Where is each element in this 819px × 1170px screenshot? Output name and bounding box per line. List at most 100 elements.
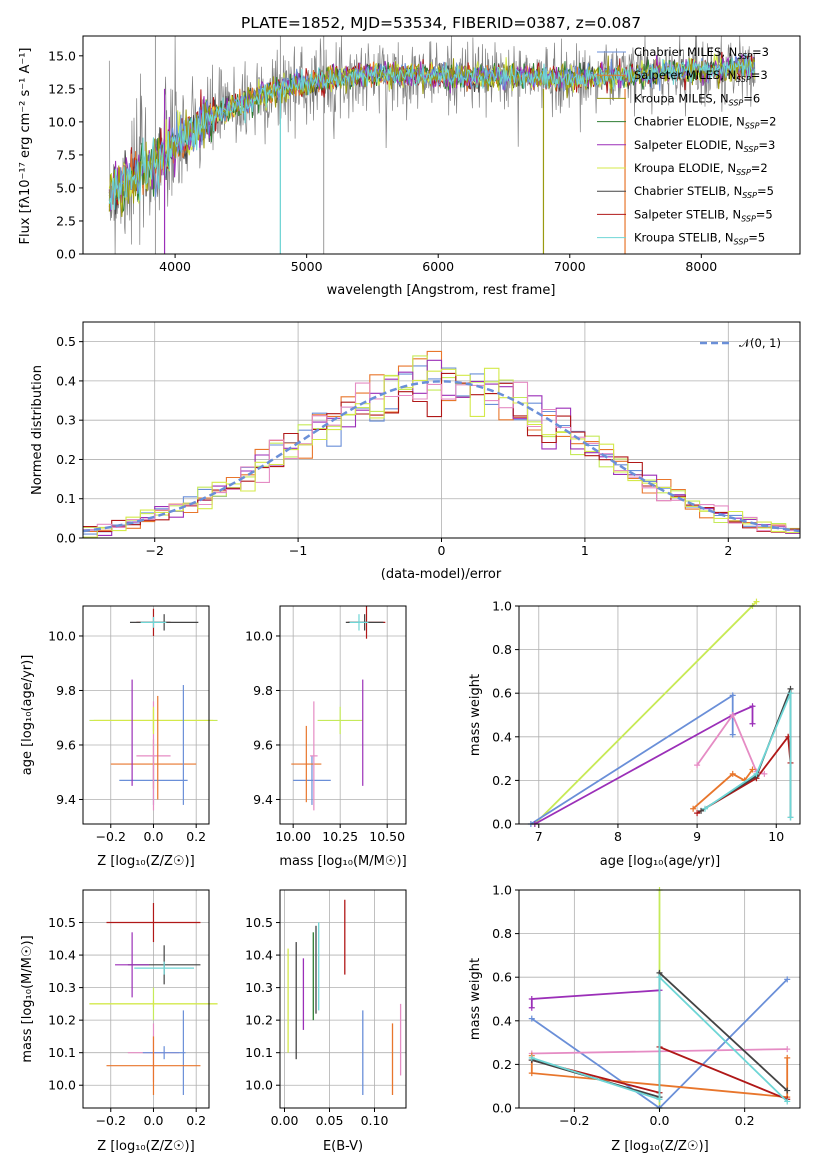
mass-weight-line bbox=[534, 605, 753, 825]
age-vs-Z-xtick-label: 0.0 bbox=[144, 829, 164, 844]
mass-weight-marker bbox=[784, 1046, 791, 1053]
mass-vs-EBV-xtick-label: 0.10 bbox=[361, 1113, 389, 1128]
mass-vs-Z-axes-frame bbox=[82, 889, 210, 1109]
mass-vs-EBV-xtick-label: 0.00 bbox=[271, 1113, 299, 1128]
spectrum-ticks: 4000 5000 6000 7000 8000 0.0 2.5 5.0 7.5 10.0 12.5… bbox=[48, 48, 717, 274]
spectrum-axes-frame bbox=[82, 35, 801, 255]
mass-weight-vs-Z-ticks: −0.2 0.0 0.2 0.0 0.2 0.4 0.6 0.8 1.0 bbox=[492, 883, 754, 1129]
mass-weight-marker bbox=[729, 731, 736, 738]
mass-weight-marker bbox=[702, 805, 709, 812]
mass-vs-Z-ylabel: mass [log₁₀(M/M☉)] bbox=[20, 935, 35, 1062]
spectrum-plot-area bbox=[108, 35, 756, 255]
spectrum-xtick-label: 6000 bbox=[422, 259, 454, 274]
mass-weight-vs-age-ytick-label: 0.0 bbox=[492, 817, 512, 832]
mass-weight-marker bbox=[761, 770, 768, 777]
spectrum-ylabel: Flux [fλ10⁻¹⁷ erg cm⁻² s⁻¹ A⁻¹] bbox=[18, 48, 33, 245]
age-vs-mass-xtick-label: 10.50 bbox=[369, 829, 405, 844]
residuals-plot-area bbox=[82, 350, 801, 538]
spectrum-legend: Chabrier MILES, NSSP=3 Salpeter MILES, NS… bbox=[597, 45, 776, 247]
legend-entry: Salpeter STELIB, NSSP=5 bbox=[634, 207, 773, 223]
mass-weight-vs-Z-xlabel: Z [log₁₀(Z/Z☉)] bbox=[611, 1139, 708, 1154]
mass-weight-marker bbox=[753, 598, 760, 605]
mass-weight-marker bbox=[787, 814, 794, 821]
mass-weight-vs-age-ylabel: mass weight bbox=[468, 674, 483, 756]
figure-title: PLATE=1852, MJD=53534, FIBERID=0387, z=0… bbox=[241, 14, 641, 32]
residuals-ytick-label: 0.2 bbox=[56, 452, 76, 467]
age-vs-Z-ytick-label: 9.8 bbox=[56, 683, 76, 698]
mass-weight-marker bbox=[753, 770, 760, 777]
age-vs-Z-axes-frame bbox=[82, 605, 210, 825]
age-vs-mass-xtick-label: 10.00 bbox=[275, 829, 311, 844]
mass-weight-vs-age-ytick-label: 0.6 bbox=[492, 686, 512, 701]
mass-weight-vs-Z-ylabel: mass weight bbox=[468, 958, 483, 1040]
mass-weight-marker bbox=[656, 974, 663, 981]
model-spectrum-line bbox=[108, 54, 755, 210]
age-vs-mass-ytick-label: 9.6 bbox=[253, 737, 273, 752]
age-vs-Z-xtick-label: 0.2 bbox=[186, 829, 206, 844]
mass-weight-vs-age-ytick-label: 0.4 bbox=[492, 729, 512, 744]
age-vs-mass-xtick-label: 10.25 bbox=[322, 829, 358, 844]
spectrum-ytick-label: 7.5 bbox=[56, 147, 76, 162]
mass-weight-vs-age-ticks: 7 8 9 10 0.0 0.2 0.4 0.6 0.8 1.0 bbox=[492, 599, 784, 845]
spectrum-ytick-label: 5.0 bbox=[56, 180, 76, 195]
mass-vs-EBV-ytick-label: 10.4 bbox=[245, 948, 273, 963]
mass-vs-Z-ytick-label: 10.3 bbox=[48, 980, 76, 995]
mass-weight-vs-Z-plot-area bbox=[528, 887, 791, 1111]
spectrum-ytick-label: 15.0 bbox=[48, 48, 76, 63]
mass-weight-marker bbox=[698, 807, 705, 814]
mass-vs-Z-xtick-label: −0.2 bbox=[96, 1113, 126, 1128]
mass-weight-line bbox=[700, 688, 792, 818]
mass-weight-marker bbox=[784, 1087, 791, 1094]
age-vs-mass-plot-area bbox=[291, 606, 386, 811]
age-vs-Z-panel: −0.2 0.0 0.29.49.69.810.0 Z [log₁₀(Z/Z☉)] … bbox=[20, 605, 218, 869]
mass-weight-marker bbox=[749, 766, 756, 773]
residuals-ytick-label: 0.5 bbox=[56, 334, 76, 349]
mass-vs-Z-xlabel: Z [log₁₀(Z/Z☉)] bbox=[97, 1139, 194, 1154]
legend-entry: Kroupa STELIB, NSSP=5 bbox=[634, 231, 765, 247]
mass-weight-marker bbox=[528, 1054, 535, 1061]
mass-weight-line bbox=[692, 768, 754, 810]
mass-weight-marker bbox=[528, 996, 535, 1002]
mass-vs-EBV-grid bbox=[280, 890, 406, 1108]
mass-weight-marker bbox=[749, 703, 756, 710]
mass-weight-vs-age-xtick-label: 9 bbox=[693, 829, 701, 844]
legend-entry: Salpeter MILES, NSSP=3 bbox=[634, 68, 768, 84]
mass-vs-Z-xtick-label: 0.2 bbox=[186, 1113, 206, 1128]
spectrum-ytick-label: 2.5 bbox=[56, 213, 76, 228]
residuals-ytick-label: 0.3 bbox=[56, 413, 76, 428]
legend-entry: Chabrier MILES, NSSP=3 bbox=[634, 45, 769, 61]
age-vs-mass-ytick-label: 9.4 bbox=[253, 792, 273, 807]
mass-weight-marker bbox=[694, 810, 701, 817]
age-vs-Z-ytick-label: 9.4 bbox=[56, 792, 76, 807]
mass-vs-Z-ytick-label: 10.1 bbox=[48, 1045, 76, 1060]
age-vs-Z-ylabel: age [log₁₀(age/yr)] bbox=[20, 655, 35, 776]
mass-weight-marker bbox=[784, 1098, 791, 1105]
mass-vs-Z-panel: −0.2 0.0 0.2 10.0 10.1 10.2 10.3 10.4 10.5 Z [lo… bbox=[20, 889, 218, 1154]
mass-weight-line bbox=[704, 692, 792, 818]
mass-weight-marker bbox=[729, 712, 736, 718]
residuals-ticks: −2 −1 0 1 2 0.0 0.1 0.2 0.3 0.4 0.5 bbox=[56, 334, 732, 558]
model-spectrum-line bbox=[108, 55, 755, 217]
age-vs-mass-xlabel: mass [log₁₀(M/M☉)] bbox=[279, 854, 406, 869]
mass-weight-line bbox=[531, 975, 788, 1103]
legend-entry: Salpeter ELODIE, NSSP=3 bbox=[634, 138, 775, 154]
age-vs-mass-ytick-label: 10.0 bbox=[245, 628, 273, 643]
residuals-xtick-label: −1 bbox=[289, 543, 307, 558]
spectrum-ytick-label: 10.0 bbox=[48, 114, 76, 129]
mass-weight-vs-Z-xtick-label: 0.2 bbox=[735, 1113, 755, 1128]
mass-vs-Z-ytick-label: 10.2 bbox=[48, 1013, 76, 1028]
spectrum-xtick-label: 7000 bbox=[554, 259, 586, 274]
mass-weight-vs-age-plot-area bbox=[527, 598, 794, 827]
age-vs-Z-ytick-label: 9.6 bbox=[56, 737, 76, 752]
mass-weight-marker bbox=[787, 690, 794, 697]
normal-curve-legend-label: 𝒩(0, 1) bbox=[739, 336, 781, 350]
residuals-ytick-label: 0.0 bbox=[56, 531, 76, 546]
mass-weight-vs-age-panel: 7 8 9 10 0.0 0.2 0.4 0.6 0.8 1.0 age [log₁₀(age/y… bbox=[468, 598, 801, 869]
residuals-xlabel: (data-model)/error bbox=[381, 567, 502, 582]
mass-weight-marker bbox=[690, 805, 697, 812]
age-vs-mass-ticks: 10.00 10.25 10.50 9.4 9.6 9.8 10.0 bbox=[245, 628, 405, 844]
legend-entry: Chabrier ELODIE, NSSP=2 bbox=[634, 115, 776, 131]
mass-vs-EBV-ytick-label: 10.0 bbox=[245, 1078, 273, 1093]
mass-vs-EBV-xlabel: E(B-V) bbox=[323, 1139, 363, 1154]
